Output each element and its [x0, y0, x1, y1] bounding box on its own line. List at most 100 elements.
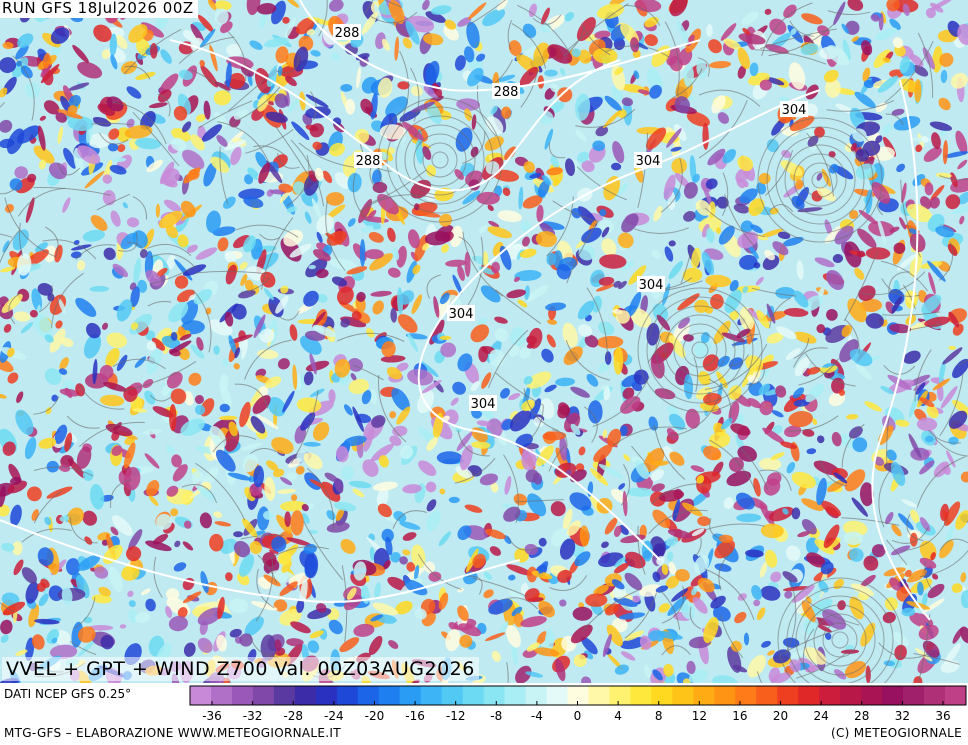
vvel-cell — [363, 426, 375, 452]
vvel-cell — [237, 572, 250, 586]
vvel-cell — [710, 294, 724, 309]
colorbar-label: -20 — [365, 709, 385, 723]
vvel-cell — [464, 46, 475, 63]
colorbar-label: 12 — [692, 709, 707, 723]
vvel-cell — [197, 637, 213, 654]
streamline — [75, 244, 116, 260]
vvel-cell — [940, 69, 948, 84]
footer-right: (C) METEOGIORNALE — [830, 726, 962, 740]
colorbar-label: -12 — [446, 709, 466, 723]
vvel-cell — [482, 8, 506, 27]
vvel-cell — [595, 284, 614, 292]
streamline — [728, 354, 750, 367]
vvel-cell — [307, 640, 320, 654]
vvel-cell — [523, 376, 533, 385]
vvel-cell — [481, 372, 492, 389]
colorbar-swatch — [651, 686, 673, 705]
vvel-cell — [908, 228, 918, 235]
vvel-cell — [470, 324, 490, 343]
vvel-cell — [64, 387, 73, 398]
vvel-cell — [303, 371, 314, 386]
vvel-cell — [783, 4, 797, 19]
vvel-cell — [856, 250, 866, 258]
vvel-cell — [277, 65, 283, 77]
vvel-cell — [485, 528, 506, 540]
streamline — [793, 338, 810, 359]
vvel-cell — [199, 512, 212, 529]
vvel-cell — [224, 311, 234, 327]
streamline — [660, 590, 681, 630]
vvel-cell — [196, 337, 204, 351]
vvel-cell — [536, 631, 548, 645]
vvel-cell — [820, 561, 834, 575]
vvel-cell — [826, 309, 838, 321]
vvel-cell — [643, 448, 665, 472]
vvel-cell — [614, 556, 626, 568]
vvel-cell — [538, 601, 555, 618]
streamline — [693, 357, 699, 392]
vvel-cell — [599, 209, 607, 217]
vvel-cell — [75, 383, 86, 397]
streamline — [673, 323, 727, 377]
colorbar-label: 32 — [895, 709, 910, 723]
vvel-cell — [673, 499, 680, 521]
streamline — [841, 423, 865, 468]
streamline — [582, 588, 641, 632]
vvel-cell — [421, 379, 442, 394]
vvel-cell — [64, 432, 73, 452]
vvel-cell — [195, 247, 218, 260]
vvel-cell — [690, 574, 705, 587]
vvel-cell — [316, 214, 334, 234]
streamline — [261, 217, 294, 290]
vvel-cell — [593, 444, 613, 462]
vvel-cell — [277, 488, 296, 494]
vvel-cell — [946, 450, 956, 468]
vvel-cell — [170, 137, 187, 152]
contour-label-bg — [637, 276, 665, 292]
vvel-cell — [361, 225, 374, 233]
vvel-cell — [101, 322, 109, 330]
vvel-cell — [179, 333, 192, 341]
vvel-cell — [601, 226, 610, 238]
vvel-cell — [105, 348, 120, 368]
vvel-cell — [584, 334, 599, 348]
vvel-cell — [519, 347, 531, 360]
vvel-cell — [596, 335, 624, 349]
vvel-cell — [168, 615, 188, 632]
vvel-cell — [183, 390, 194, 406]
vvel-cell — [812, 418, 818, 426]
vvel-cell — [645, 127, 667, 150]
vvel-cell — [155, 203, 161, 218]
vvel-cell — [849, 547, 864, 562]
vvel-cell — [891, 524, 902, 537]
vvel-cell — [675, 569, 690, 582]
vvel-cell — [921, 294, 942, 314]
streamline — [457, 429, 491, 457]
vvel-cell — [840, 649, 860, 654]
vvel-cell — [291, 121, 310, 141]
vvel-cell — [102, 174, 113, 184]
vvel-cell — [369, 253, 394, 271]
vvel-cell — [541, 7, 550, 25]
vvel-cell — [633, 70, 640, 80]
vvel-cell — [157, 89, 172, 103]
vvel-cell — [908, 433, 922, 459]
vvel-cell — [108, 566, 123, 593]
colorbar-swatch — [357, 686, 380, 705]
vvel-cell — [814, 257, 835, 268]
vvel-cell — [16, 125, 40, 144]
vvel-cell — [182, 264, 207, 276]
vvel-cell — [396, 362, 409, 372]
streamline — [651, 483, 704, 505]
vvel-cell — [82, 510, 97, 526]
vvel-cell — [916, 417, 938, 432]
vvel-cell — [609, 0, 628, 6]
vvel-cell — [864, 401, 883, 412]
vvel-cell — [764, 8, 772, 15]
vvel-cell — [817, 287, 825, 298]
vvel-cell — [865, 665, 871, 683]
streamline — [42, 239, 97, 260]
vvel-cell — [592, 140, 606, 152]
streamline — [575, 108, 636, 128]
colorbar-swatch — [399, 686, 422, 705]
